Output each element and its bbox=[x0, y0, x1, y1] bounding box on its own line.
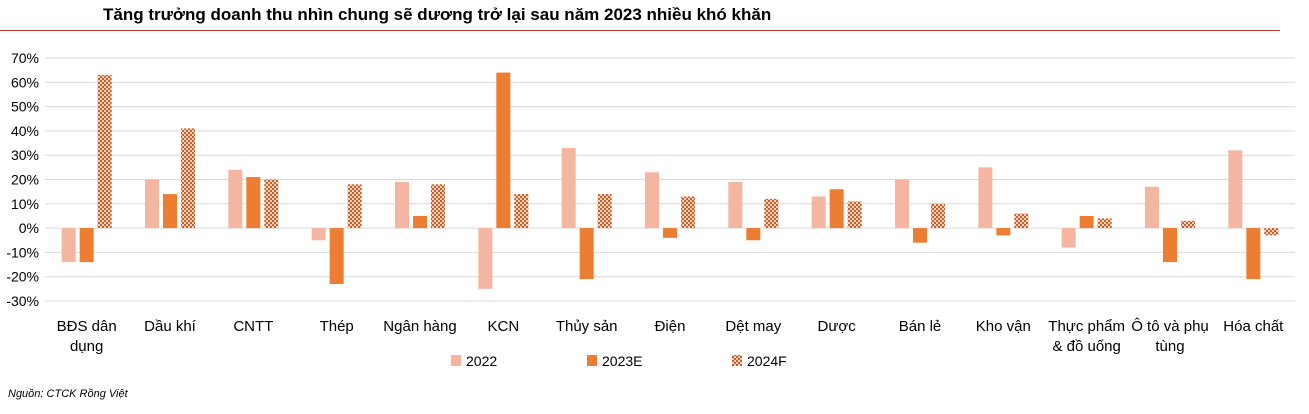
x-category-label: Ô tô và phụ tùng bbox=[1131, 318, 1209, 355]
bar-2023e bbox=[1079, 215, 1094, 229]
bar-2022 bbox=[311, 228, 326, 241]
legend-label: 2023E bbox=[602, 353, 642, 369]
chart-title: Tăng trưởng doanh thu nhìn chung sẽ dươn… bbox=[103, 5, 772, 24]
bar-2022 bbox=[1145, 186, 1159, 229]
x-category-label: Dược bbox=[818, 318, 857, 335]
bar-2023e bbox=[746, 228, 761, 241]
bars bbox=[61, 72, 1279, 289]
title-divider bbox=[0, 30, 1280, 31]
bar-2024f bbox=[1181, 220, 1195, 229]
x-category-label: Ngân hàng bbox=[383, 318, 456, 335]
x-category-label: Dầu khí bbox=[144, 318, 197, 335]
bar-2023e bbox=[163, 194, 177, 229]
x-category-label: Điện bbox=[655, 318, 686, 335]
bar-2024f bbox=[1097, 218, 1112, 229]
y-tick-label: 70% bbox=[11, 50, 39, 66]
bar-2022 bbox=[561, 147, 576, 229]
y-tick-label: -20% bbox=[6, 269, 39, 285]
bar-2023e bbox=[579, 228, 594, 280]
bar-2022 bbox=[228, 169, 243, 229]
bar-2024f bbox=[431, 184, 445, 229]
legend: 2022 2023E 2024F bbox=[451, 353, 787, 369]
x-category-label: Dệt may bbox=[725, 318, 781, 335]
bar-2022 bbox=[895, 179, 909, 229]
bar-2023e bbox=[913, 228, 927, 243]
legend-swatch bbox=[732, 355, 742, 366]
y-tick-label: -10% bbox=[6, 244, 39, 260]
legend-label: 2024F bbox=[747, 353, 787, 369]
bar-2024f bbox=[931, 203, 945, 229]
y-tick-label: -30% bbox=[6, 293, 39, 309]
legend-swatch bbox=[587, 355, 597, 366]
legend-label: 2022 bbox=[466, 353, 497, 369]
bar-2023e bbox=[663, 228, 677, 238]
x-axis-labels: BĐS dân dụng Dầu khí CNTT Thép Ngân hàng KCN Th… bbox=[57, 318, 1285, 355]
y-tick-label: 60% bbox=[11, 74, 39, 90]
y-axis-ticks: -30% -20% -10% 0% 10% 20% 30% 40% 50% 60% 70% bbox=[6, 50, 39, 309]
source-note: Nguồn: CTCK Rồng Việt bbox=[8, 388, 128, 400]
bar-2024f bbox=[347, 184, 362, 229]
x-category-label: KCN bbox=[487, 318, 519, 335]
bar-2024f bbox=[181, 128, 195, 229]
bar-2023e bbox=[829, 189, 844, 229]
bar-2023e bbox=[1163, 228, 1177, 263]
x-category-label: Bán lẻ bbox=[899, 318, 942, 335]
bar-2022 bbox=[1061, 228, 1076, 248]
bar-2023e bbox=[329, 228, 344, 284]
y-tick-label: 30% bbox=[11, 147, 39, 163]
y-tick-label: 0% bbox=[19, 220, 39, 236]
bar-2024f bbox=[97, 75, 112, 229]
bar-2024f bbox=[514, 194, 529, 229]
bar-2024f bbox=[264, 179, 279, 229]
bar-2023e bbox=[246, 177, 261, 229]
legend-swatch bbox=[451, 355, 461, 366]
bar-2022 bbox=[395, 181, 409, 229]
bar-2022 bbox=[478, 228, 493, 289]
bar-2022 bbox=[645, 172, 659, 229]
x-category-label: BĐS dân dụng bbox=[57, 318, 117, 355]
bar-2024f bbox=[681, 196, 695, 229]
bar-2023e bbox=[496, 72, 511, 229]
bar-2022 bbox=[978, 167, 993, 229]
bar-2023e bbox=[996, 228, 1011, 236]
x-category-label: Hóa chất bbox=[1223, 318, 1284, 335]
bar-2022 bbox=[811, 196, 826, 229]
bar-2023e bbox=[1246, 228, 1261, 280]
y-tick-label: 10% bbox=[11, 196, 39, 212]
bar-2023e bbox=[413, 215, 427, 229]
bar-2022 bbox=[61, 228, 76, 263]
bar-2024f bbox=[1264, 228, 1279, 236]
y-tick-label: 50% bbox=[11, 99, 39, 115]
bar-2024f bbox=[764, 198, 779, 229]
x-category-label: CNTT bbox=[233, 318, 273, 335]
y-tick-label: 20% bbox=[11, 172, 39, 188]
bar-2024f bbox=[1014, 213, 1029, 229]
x-category-label: Kho vận bbox=[976, 318, 1031, 335]
x-category-label: Thủy sản bbox=[556, 318, 618, 335]
bar-2024f bbox=[597, 194, 612, 229]
bar-2022 bbox=[1228, 150, 1243, 229]
bar-2023e bbox=[79, 228, 94, 263]
bar-2022 bbox=[145, 179, 159, 229]
y-tick-label: 40% bbox=[11, 123, 39, 139]
bar-2022 bbox=[728, 181, 743, 229]
x-category-label: Thép bbox=[320, 318, 354, 335]
x-category-label: Thực phẩm & đồ uống bbox=[1048, 318, 1125, 355]
bar-2024f bbox=[847, 201, 862, 229]
